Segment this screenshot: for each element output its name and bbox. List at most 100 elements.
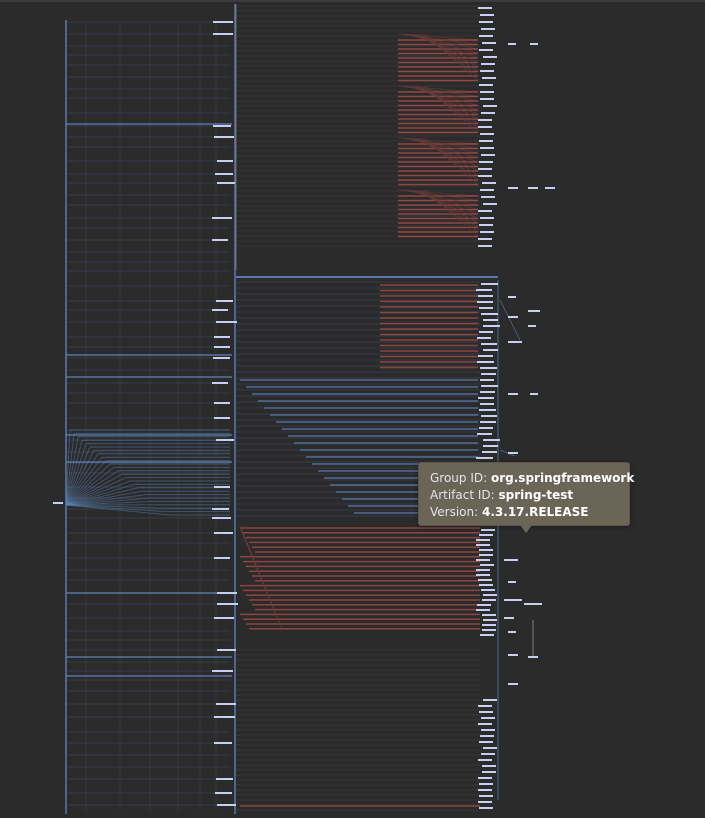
- dependency-node[interactable]: [483, 619, 497, 621]
- dependency-node[interactable]: [479, 534, 493, 536]
- dependency-node[interactable]: [480, 391, 495, 393]
- dependency-node[interactable]: [478, 126, 492, 128]
- dependency-node[interactable]: [479, 140, 493, 142]
- dependency-node[interactable]: [481, 313, 498, 315]
- dependency-node[interactable]: [214, 402, 230, 404]
- dependency-node[interactable]: [504, 617, 514, 619]
- dependency-node[interactable]: [483, 439, 500, 441]
- dependency-node[interactable]: [480, 91, 494, 93]
- dependency-node[interactable]: [508, 631, 516, 633]
- dependency-node[interactable]: [545, 187, 555, 189]
- dependency-node[interactable]: [214, 617, 234, 619]
- dependency-node[interactable]: [216, 439, 234, 441]
- dependency-node[interactable]: [483, 594, 497, 596]
- dependency-node[interactable]: [482, 771, 496, 773]
- dependency-node[interactable]: [479, 49, 493, 51]
- dependency-node[interactable]: [477, 361, 494, 363]
- dependency-node[interactable]: [508, 581, 516, 583]
- dependency-node[interactable]: [480, 14, 494, 16]
- dependency-node[interactable]: [478, 723, 492, 725]
- dependency-node[interactable]: [481, 385, 498, 387]
- dependency-node[interactable]: [479, 741, 493, 743]
- dependency-node[interactable]: [481, 373, 496, 375]
- dependency-node[interactable]: [215, 173, 233, 175]
- dependency-node[interactable]: [480, 147, 494, 149]
- dependency-node[interactable]: [478, 168, 492, 170]
- dependency-node[interactable]: [479, 224, 493, 226]
- dependency-node[interactable]: [479, 409, 496, 411]
- dependency-node[interactable]: [216, 321, 237, 323]
- dependency-node[interactable]: [217, 592, 237, 594]
- dependency-node[interactable]: [476, 569, 490, 571]
- dependency-node[interactable]: [504, 599, 522, 601]
- dependency-node[interactable]: [481, 529, 495, 531]
- dependency-node[interactable]: [479, 549, 493, 551]
- dependency-node[interactable]: [214, 136, 234, 138]
- dependency-node[interactable]: [482, 624, 496, 626]
- dependency-node[interactable]: [478, 245, 492, 247]
- dependency-node[interactable]: [476, 544, 490, 546]
- dependency-node[interactable]: [216, 703, 236, 705]
- dependency-node[interactable]: [481, 112, 495, 114]
- dependency-node[interactable]: [480, 564, 494, 566]
- dependency-node[interactable]: [477, 604, 491, 606]
- dependency-node[interactable]: [479, 427, 493, 429]
- dependency-node[interactable]: [476, 457, 493, 459]
- dependency-node[interactable]: [479, 307, 493, 309]
- dependency-node[interactable]: [483, 349, 498, 351]
- dependency-node[interactable]: [530, 393, 538, 395]
- dependency-node[interactable]: [508, 316, 518, 318]
- dependency-node[interactable]: [212, 309, 228, 311]
- dependency-node[interactable]: [508, 43, 516, 45]
- dependency-node[interactable]: [481, 415, 497, 417]
- dependency-node[interactable]: [483, 203, 497, 205]
- dependency-node[interactable]: [479, 554, 493, 556]
- dependency-node[interactable]: [483, 319, 498, 321]
- dependency-node[interactable]: [482, 614, 496, 616]
- dependency-node[interactable]: [477, 337, 491, 339]
- dependency-node[interactable]: [217, 182, 235, 184]
- dependency-node[interactable]: [216, 778, 233, 780]
- dependency-node[interactable]: [481, 283, 498, 285]
- dependency-node[interactable]: [483, 325, 500, 327]
- dependency-node[interactable]: [214, 346, 230, 348]
- dependency-node[interactable]: [508, 296, 516, 298]
- dependency-node[interactable]: [217, 603, 238, 605]
- dependency-node[interactable]: [217, 160, 233, 162]
- dependency-node[interactable]: [508, 683, 518, 685]
- dependency-node[interactable]: [477, 301, 493, 303]
- dependency-node[interactable]: [53, 502, 63, 504]
- dependency-node[interactable]: [528, 325, 536, 327]
- dependency-node[interactable]: [480, 217, 494, 219]
- dependency-node[interactable]: [481, 589, 495, 591]
- dependency-node[interactable]: [214, 336, 230, 338]
- dependency-node[interactable]: [508, 341, 522, 343]
- dependency-node[interactable]: [478, 355, 493, 357]
- dependency-node[interactable]: [479, 21, 493, 23]
- dependency-node[interactable]: [479, 161, 493, 163]
- dependency-node[interactable]: [479, 783, 493, 785]
- dependency-node[interactable]: [508, 393, 518, 395]
- dependency-node[interactable]: [480, 634, 494, 636]
- dependency-node[interactable]: [508, 452, 518, 454]
- dependency-node[interactable]: [213, 21, 233, 23]
- dependency-node[interactable]: [478, 295, 493, 297]
- dependency-node[interactable]: [480, 231, 494, 233]
- dependency-node[interactable]: [214, 557, 230, 559]
- dependency-node[interactable]: [479, 84, 493, 86]
- dependency-node[interactable]: [480, 379, 494, 381]
- dependency-node[interactable]: [476, 609, 490, 611]
- dependency-node[interactable]: [212, 670, 233, 672]
- dependency-node[interactable]: [478, 7, 492, 9]
- dependency-node[interactable]: [528, 187, 538, 189]
- dependency-node[interactable]: [482, 451, 497, 453]
- dependency-node[interactable]: [212, 239, 228, 241]
- dependency-node[interactable]: [480, 421, 496, 423]
- dependency-node[interactable]: [212, 508, 229, 510]
- dependency-node[interactable]: [212, 382, 228, 384]
- dependency-node[interactable]: [215, 792, 232, 794]
- dependency-node[interactable]: [483, 105, 497, 107]
- dependency-node[interactable]: [214, 532, 233, 534]
- dependency-node[interactable]: [481, 729, 495, 731]
- dependency-node[interactable]: [480, 403, 494, 405]
